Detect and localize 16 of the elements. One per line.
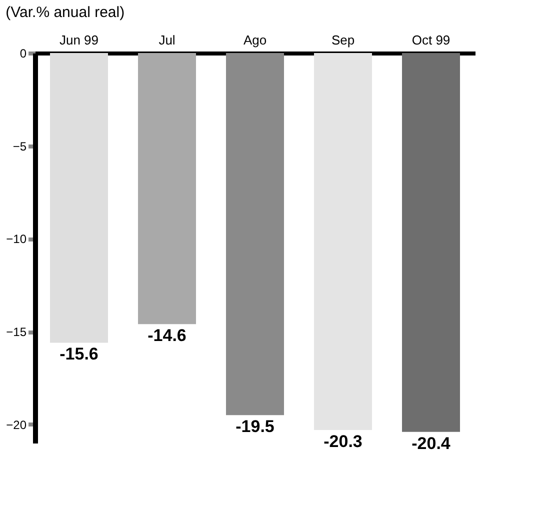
y-tick-label: −15 xyxy=(6,325,27,340)
y-tick-label: −10 xyxy=(6,232,27,246)
x-tick-label: Ago xyxy=(243,32,267,48)
data-label: -19.5 xyxy=(236,417,274,436)
x-tick-label: Jul xyxy=(158,32,176,48)
x-tick-label: Jun 99 xyxy=(59,32,99,48)
data-label: -20.4 xyxy=(412,434,451,453)
data-label: -15.6 xyxy=(60,344,98,364)
y-tick-label: −5 xyxy=(12,139,27,154)
x-tick-label: Sep xyxy=(331,32,355,48)
x-tick-label: Oct 99 xyxy=(412,32,450,48)
data-label: -14.6 xyxy=(148,326,186,346)
y-tick-label: −20 xyxy=(6,418,27,432)
y-tick-label: 0 xyxy=(20,46,27,60)
chart-title: (Var.% anual real) xyxy=(6,4,125,21)
data-label: -20.3 xyxy=(324,432,362,451)
